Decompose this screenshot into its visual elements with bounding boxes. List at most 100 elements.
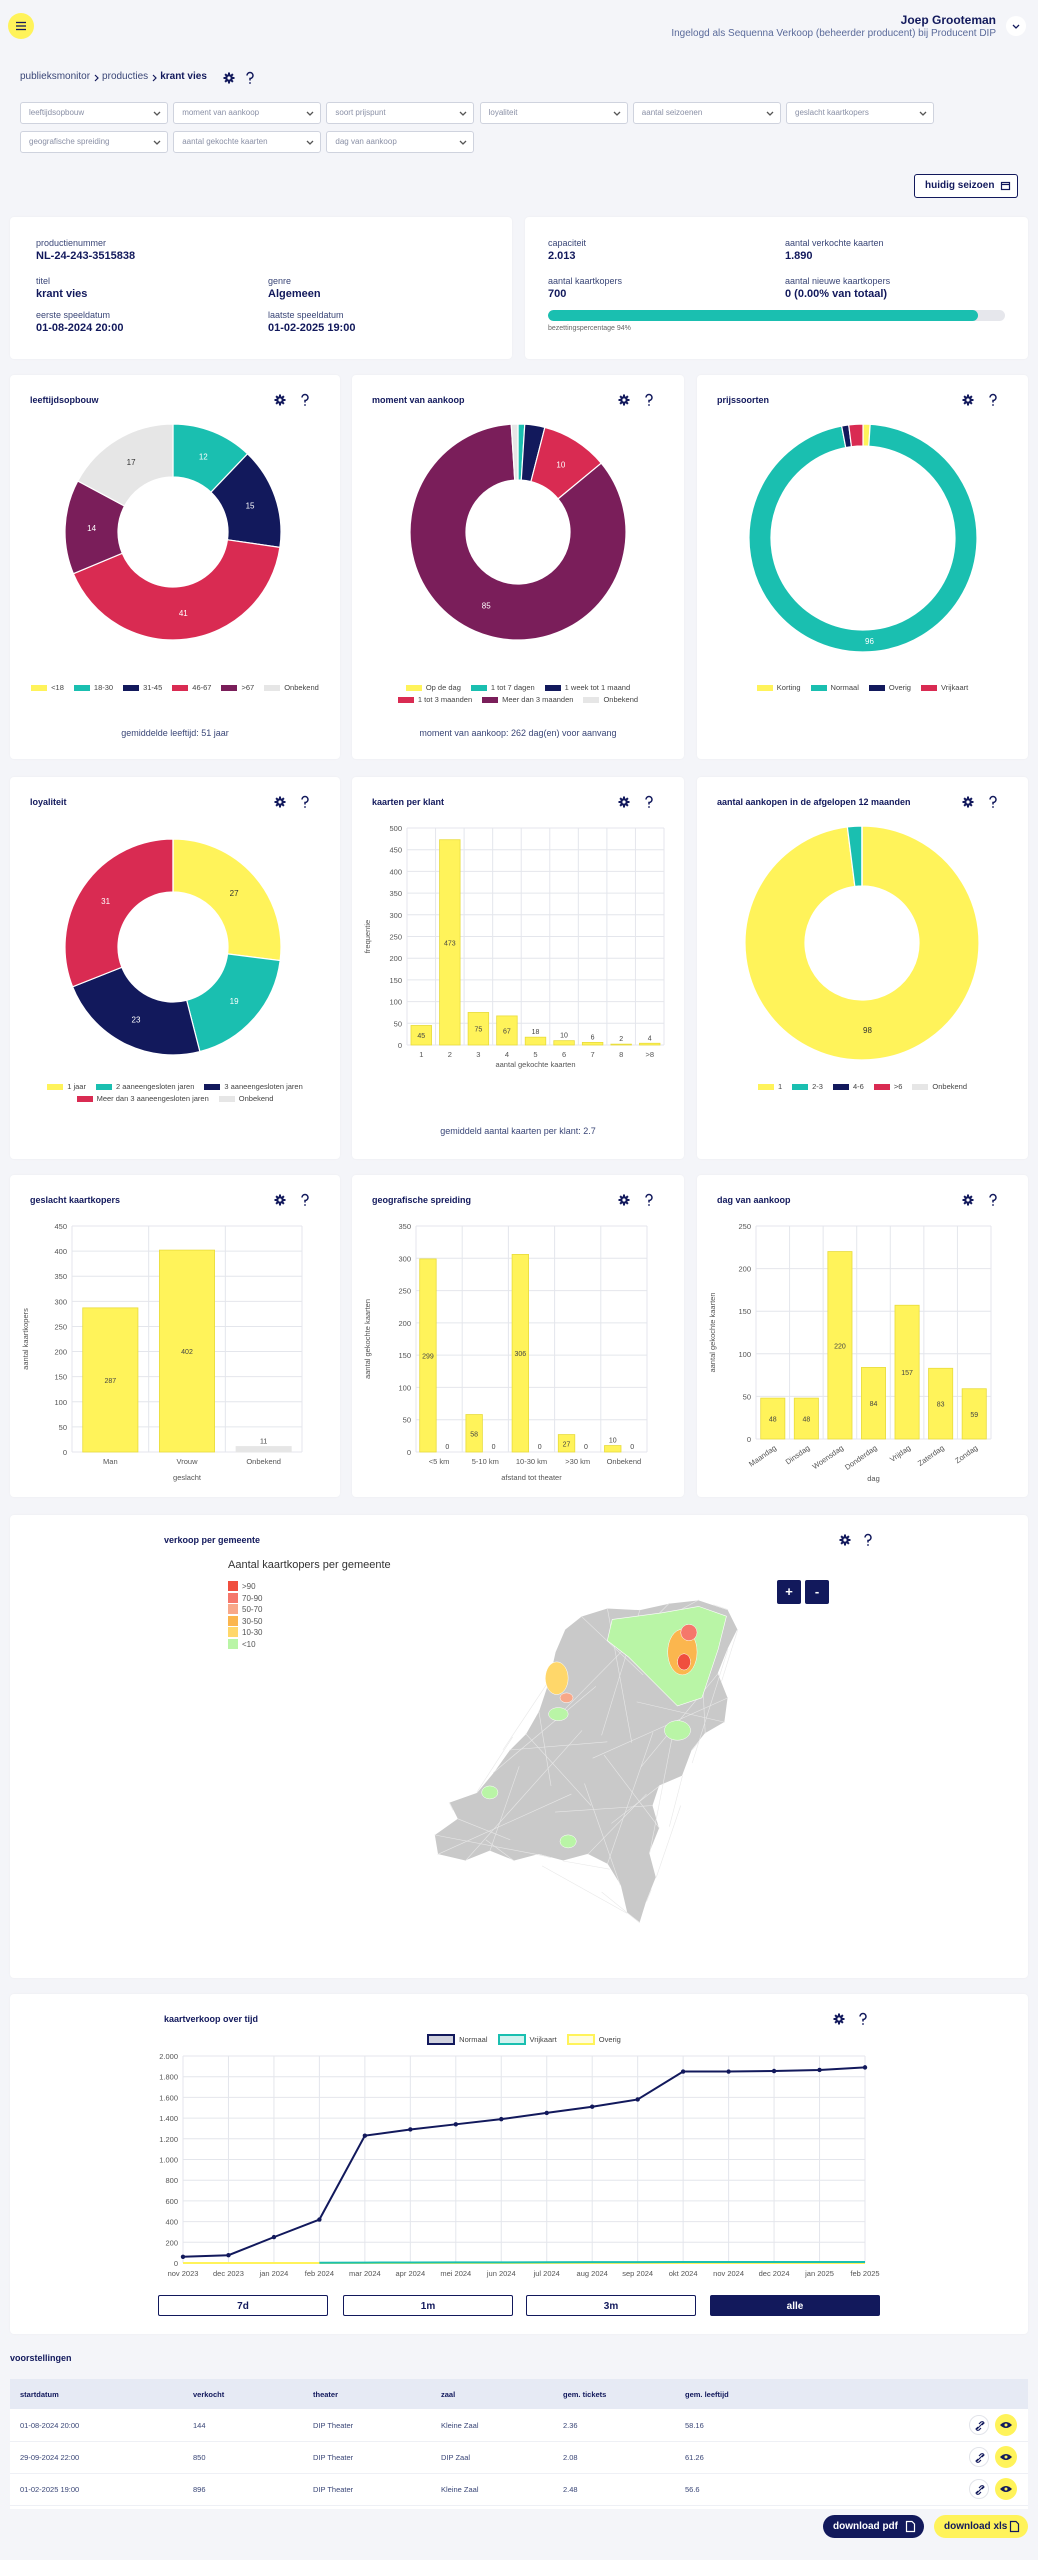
settings-icon[interactable] xyxy=(223,72,235,84)
legend-item[interactable]: >6 xyxy=(873,1082,902,1091)
time-range-button[interactable]: 7d xyxy=(158,2295,328,2316)
settings-icon[interactable] xyxy=(962,796,974,808)
help-icon[interactable] xyxy=(988,1193,998,1206)
region xyxy=(559,1692,574,1703)
legend-item[interactable]: Meer dan 3 maanden xyxy=(482,695,573,704)
legend-item[interactable]: Normaal xyxy=(427,2034,488,2045)
filter-dropdown[interactable]: aantal seizoenen xyxy=(632,102,781,124)
help-icon[interactable] xyxy=(988,795,998,808)
legend-item[interactable]: 18-30 xyxy=(73,683,113,692)
data-label: 220 xyxy=(834,1343,846,1350)
legend-item[interactable]: 1 week tot 1 maand xyxy=(544,683,630,692)
settings-icon[interactable] xyxy=(618,394,630,406)
settings-icon[interactable] xyxy=(839,1534,851,1546)
legend-item[interactable]: 1 jaar xyxy=(47,1082,86,1091)
legend-item[interactable]: 31-45 xyxy=(123,683,162,692)
legend-item[interactable]: Onbekend xyxy=(583,695,638,704)
breadcrumb-item[interactable]: producties xyxy=(102,71,149,82)
settings-icon[interactable] xyxy=(274,1194,286,1206)
filter-dropdown[interactable]: dag van aankoop xyxy=(326,131,475,153)
legend: 1 jaar 2 aaneengesloten jaren 3 aaneengesl… xyxy=(26,1082,324,1103)
x-tick-label: dec 2023 xyxy=(213,2269,244,2278)
settings-icon[interactable] xyxy=(962,1194,974,1206)
data-label: 17 xyxy=(127,458,136,467)
legend-item[interactable]: >67 xyxy=(221,683,254,692)
settings-icon[interactable] xyxy=(618,796,630,808)
chart-card: geografische spreiding 0 50 100 150 200 250 300… xyxy=(352,1175,684,1497)
y-tick-label: 500 xyxy=(389,824,402,833)
zoom-button[interactable]: - xyxy=(805,1580,829,1604)
zoom-button[interactable]: + xyxy=(777,1580,801,1604)
settings-icon[interactable] xyxy=(962,394,974,406)
help-icon[interactable] xyxy=(644,795,654,808)
legend-item[interactable]: 1 tot 7 dagen xyxy=(470,683,535,692)
legend-item[interactable]: Meer dan 3 aaneengesloten jaren xyxy=(76,1094,209,1103)
chart-card: prijssoorten 96 Korting Normaal Overig Vrijka… xyxy=(697,375,1028,759)
legend-swatch xyxy=(73,684,90,691)
help-icon[interactable] xyxy=(858,2012,868,2025)
filter-dropdown[interactable]: geografische spreiding xyxy=(20,131,168,153)
legend-item[interactable]: Overig xyxy=(566,2034,621,2045)
settings-icon[interactable] xyxy=(274,796,286,808)
filter-dropdown[interactable]: moment van aankoop xyxy=(173,102,322,124)
view-button[interactable] xyxy=(995,2478,1017,2500)
x-tick-label: 3 xyxy=(476,1050,480,1059)
filter-dropdown[interactable]: aantal gekochte kaarten xyxy=(173,131,322,153)
legend-item[interactable]: 1 xyxy=(757,1082,782,1091)
link-button[interactable] xyxy=(969,2479,989,2499)
link-button[interactable] xyxy=(969,2415,989,2435)
link-button[interactable] xyxy=(969,2447,989,2467)
donut-segment xyxy=(748,423,978,653)
filter-dropdown[interactable]: geslacht kaartkopers xyxy=(786,102,934,124)
menu-button[interactable] xyxy=(8,13,34,39)
filter-dropdown[interactable]: leeftijdsopbouw xyxy=(20,102,168,124)
help-icon[interactable] xyxy=(300,393,310,406)
help-icon[interactable] xyxy=(300,1193,310,1206)
legend-item[interactable]: 2-3 xyxy=(792,1082,823,1091)
breadcrumb-item[interactable]: publieksmonitor xyxy=(20,71,91,82)
legend-item[interactable]: Op de dag xyxy=(405,683,461,692)
download-button[interactable]: download xls xyxy=(934,2515,1028,2538)
season-button[interactable]: huidig seizoen xyxy=(914,174,1018,198)
time-range-label: 1m xyxy=(420,2301,436,2312)
help-icon[interactable] xyxy=(644,1193,654,1206)
help-icon[interactable] xyxy=(863,1533,873,1546)
time-range-button[interactable]: alle xyxy=(710,2295,880,2316)
legend-item[interactable]: Onbekend xyxy=(264,683,319,692)
bar-chart: 0 50 100 150 200 250 Maandag Dinsdag WoensdagDon… xyxy=(708,1222,992,1483)
filter-dropdown[interactable]: soort prijspunt xyxy=(326,102,475,124)
legend-item[interactable]: Overig xyxy=(868,683,911,692)
view-button[interactable] xyxy=(995,2414,1017,2436)
legend-item[interactable]: 4-6 xyxy=(832,1082,864,1091)
legend-item[interactable]: <18 xyxy=(31,683,64,692)
legend-item[interactable]: 3 aaneengesloten jaren xyxy=(204,1082,303,1091)
legend-item[interactable]: Vrijkaart xyxy=(497,2034,557,2045)
help-icon[interactable] xyxy=(988,393,998,406)
donut-chart: 27 19 23 31 xyxy=(64,838,282,1056)
legend-item[interactable]: 46-67 xyxy=(172,683,211,692)
settings-icon[interactable] xyxy=(274,394,286,406)
settings-icon[interactable] xyxy=(618,1194,630,1206)
legend-item[interactable]: Korting xyxy=(756,683,801,692)
data-label: 0 xyxy=(445,1444,449,1451)
help-icon[interactable] xyxy=(245,71,255,84)
time-range-button[interactable]: 1m xyxy=(343,2295,513,2316)
legend-item[interactable]: Vrijkaart xyxy=(920,683,968,692)
time-range-button[interactable]: 3m xyxy=(526,2295,696,2316)
filter-dropdown[interactable]: loyaliteit xyxy=(479,102,628,124)
gear-hole xyxy=(837,2017,841,2021)
legend-item[interactable]: Onbekend xyxy=(912,1082,967,1091)
donut-segment xyxy=(510,423,519,481)
legend-item[interactable]: 1 tot 3 maanden xyxy=(397,695,472,704)
user-menu[interactable] xyxy=(1006,16,1026,36)
user-subtitle: Ingelogd als Sequenna Verkoop (beheerder… xyxy=(671,28,996,39)
legend-item[interactable]: Normaal xyxy=(810,683,859,692)
help-icon[interactable] xyxy=(644,393,654,406)
download-button[interactable]: download pdf xyxy=(823,2515,924,2538)
legend-item[interactable]: 2 aaneengesloten jaren xyxy=(95,1082,194,1091)
help-icon[interactable] xyxy=(300,795,310,808)
settings-icon[interactable] xyxy=(833,2013,845,2025)
legend-item[interactable]: Onbekend xyxy=(218,1094,273,1103)
help-dot xyxy=(304,404,306,406)
view-button[interactable] xyxy=(995,2446,1017,2468)
